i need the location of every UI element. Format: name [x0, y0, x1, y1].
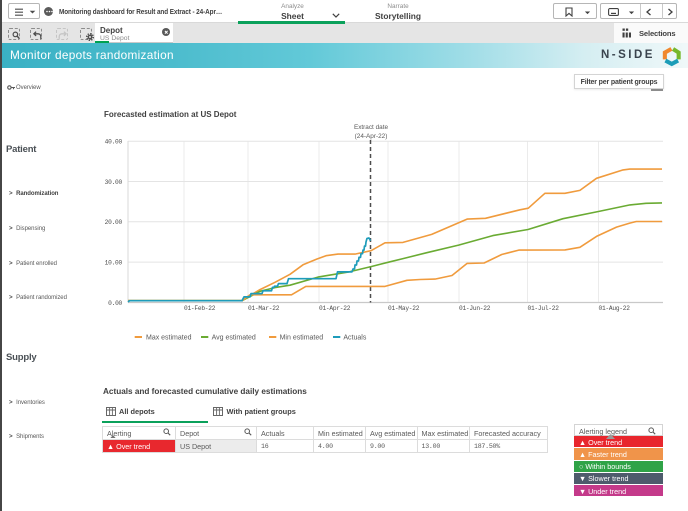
svg-text:01-Jul-22: 01-Jul-22: [528, 305, 560, 312]
svg-text:(24-Apr-22): (24-Apr-22): [355, 133, 388, 140]
svg-text:0.00: 0.00: [108, 300, 122, 307]
svg-text:Actuals: Actuals: [343, 335, 366, 342]
svg-text:40.00: 40.00: [105, 139, 123, 146]
svg-text:30.00: 30.00: [105, 179, 123, 186]
svg-text:01-Mar-22: 01-Mar-22: [248, 305, 280, 312]
svg-text:Forecasted estimation at US De: Forecasted estimation at US Depot: [104, 110, 237, 119]
svg-text:01-May-22: 01-May-22: [388, 305, 420, 312]
svg-text:01-Apr-22: 01-Apr-22: [319, 305, 351, 312]
svg-text:01-Feb-22: 01-Feb-22: [184, 305, 216, 312]
svg-text:10.00: 10.00: [105, 259, 123, 266]
svg-text:Extract date: Extract date: [354, 124, 389, 131]
svg-text:Avg estimated: Avg estimated: [212, 335, 256, 342]
svg-text:20.00: 20.00: [105, 219, 123, 226]
svg-text:01-Jun-22: 01-Jun-22: [459, 305, 491, 312]
svg-text:Min estimated: Min estimated: [280, 335, 324, 342]
svg-text:Max estimated: Max estimated: [146, 335, 192, 342]
svg-text:01-Aug-22: 01-Aug-22: [599, 305, 631, 312]
